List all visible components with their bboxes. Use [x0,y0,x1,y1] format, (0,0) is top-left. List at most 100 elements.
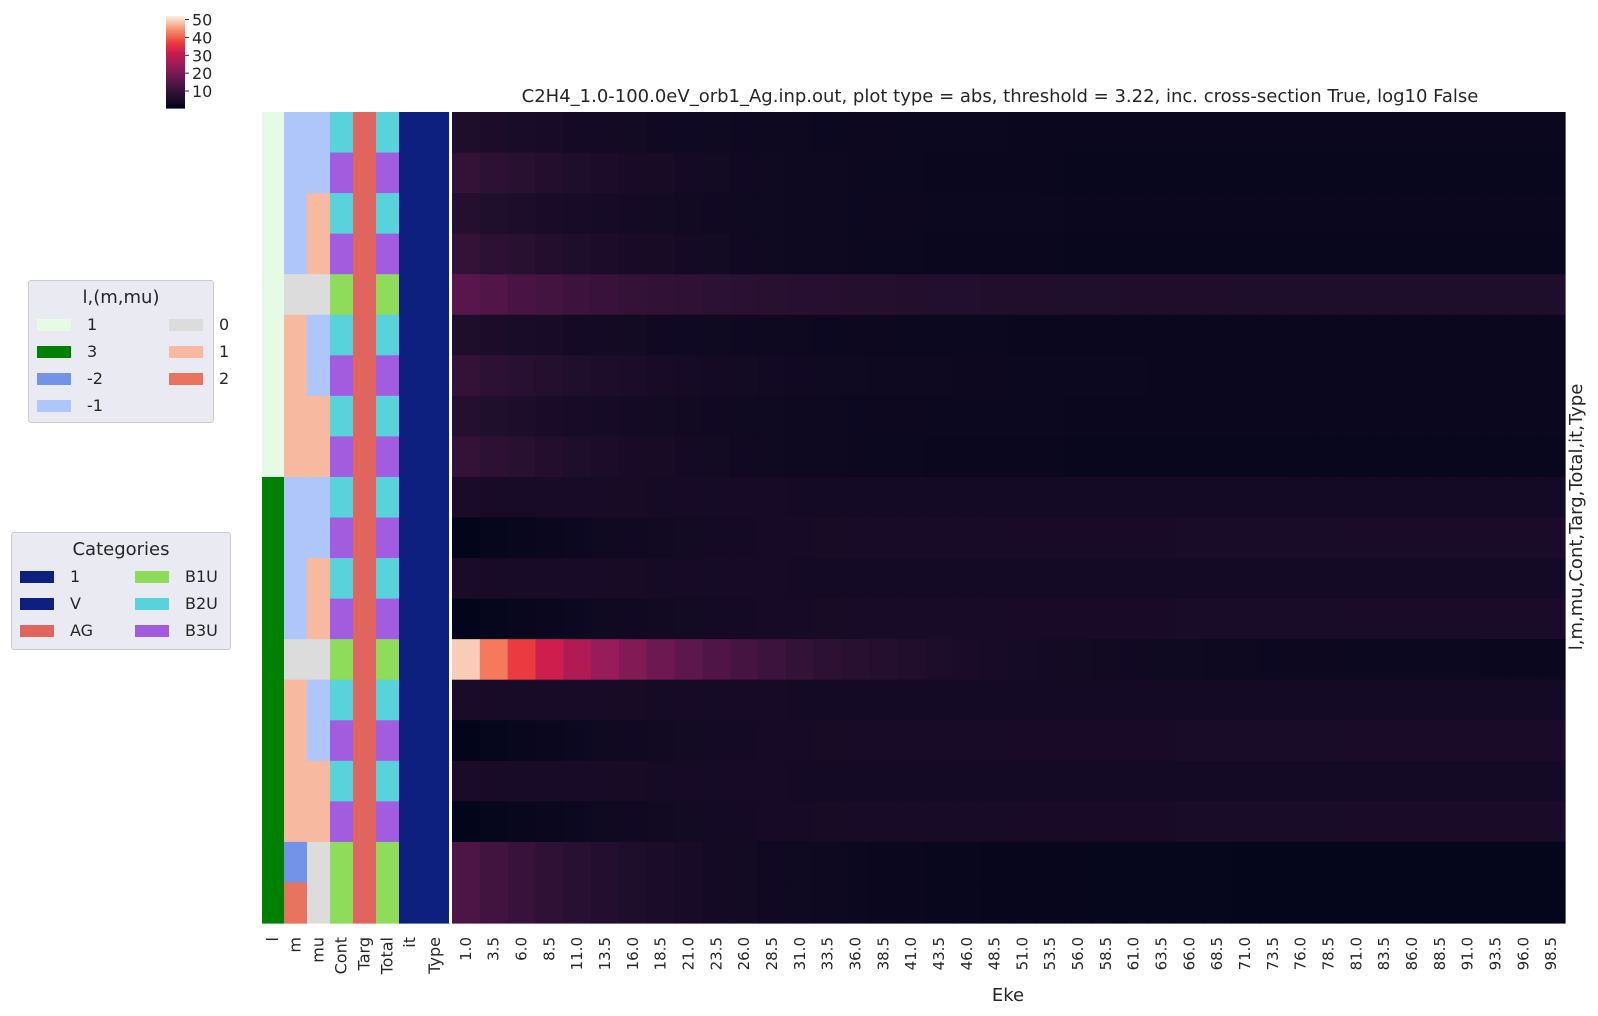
heatmap-cell [925,720,954,762]
heatmap-cell [1314,152,1343,194]
heatmap-cell [1036,882,1065,924]
heatmap-cell [1453,476,1483,519]
heatmap-cell [1203,760,1232,802]
heatmap-cell [1091,882,1121,924]
heatmap-cell [674,476,704,519]
colorbar-segment [166,52,185,55]
heatmap-cell [563,801,592,843]
heatmap-cell [841,233,870,275]
heatmap-cell [535,274,564,316]
heatmap-cell [1481,233,1510,275]
heatmap-cell [1342,355,1371,397]
heatmap-cell [1314,720,1343,762]
heatmap-cell [1064,801,1093,843]
x-tick-label: 56.0 [1069,937,1087,970]
heatmap-cell [535,233,564,275]
heatmap-cell [925,152,954,194]
heatmap-cell [1231,720,1260,762]
heatmap-cell [452,639,481,681]
heatmap-cell [1342,841,1371,884]
heatmap-cell [618,274,648,316]
annotation-cell-l [262,476,285,519]
annotation-cell-total [376,436,400,478]
annotation-column-label: Type [425,937,444,975]
annotation-cell-m [284,760,308,802]
heatmap-cell [869,639,898,681]
annotation-cell-it [399,233,422,275]
heatmap-cell [758,314,787,356]
heatmap-cell [479,679,509,721]
annotation-cell-it [399,436,422,478]
heatmap-cell [702,193,731,235]
x-tick-label: 48.5 [986,937,1004,970]
heatmap-cell [925,801,954,843]
heatmap-cell [897,801,926,843]
heatmap-cell [952,436,982,478]
heatmap-cell [1064,882,1093,924]
heatmap-cell [563,395,592,437]
legend-label: 1 [219,342,230,361]
heatmap-cell [479,558,509,600]
heatmap-cell [1398,193,1427,235]
heatmap-cell [1370,152,1399,194]
annotation-cell-total [376,314,400,356]
x-tick-label: 8.5 [540,937,558,961]
heatmap-cell [1370,639,1399,681]
legend-label: -2 [87,369,103,388]
heatmap-cell [479,841,509,884]
heatmap-cell [702,395,731,437]
heatmap-cell [897,314,926,356]
heatmap-cell [1370,436,1399,478]
heatmap-cell [1119,395,1149,437]
heatmap-cell [952,517,982,559]
heatmap-cell [758,598,787,640]
heatmap-cell [730,395,759,437]
heatmap-cell [1453,517,1483,559]
annotation-cell-l [262,841,285,884]
heatmap-cell [1036,274,1065,316]
heatmap-cell [897,598,926,640]
heatmap-cell [1314,558,1343,600]
heatmap-cell [1091,233,1121,275]
colorbar-segment [166,60,185,63]
annotation-cell-cont [330,193,354,235]
heatmap-cell [1119,720,1149,762]
heatmap-cell [1203,882,1232,924]
heatmap-cell [869,517,898,559]
heatmap-cell [980,355,1010,397]
colorbar-segment [166,72,185,75]
heatmap-cell [1203,720,1232,762]
heatmap-cell [1509,882,1538,924]
legend-label: -1 [87,396,103,415]
annotation-cell-it [399,720,422,762]
heatmap-cell [1231,395,1260,437]
heatmap-cell [674,639,704,681]
heatmap-cell [452,395,481,437]
x-tick-label: 3.5 [485,937,503,961]
heatmap-cell [785,395,815,437]
heatmap-cell [591,436,620,478]
heatmap-cell [479,882,509,924]
heatmap-cell [730,274,759,316]
colorbar-segment [166,66,185,69]
heatmap-cell [1175,152,1204,194]
annotation-cell-m [284,233,308,275]
heatmap-cell [1481,558,1510,600]
heatmap-cell [618,760,648,802]
colorbar-segment [166,34,185,37]
annotation-cell-cont [330,882,354,924]
heatmap-cell [563,152,592,194]
annotation-cell-type [421,436,450,478]
heatmap-cell [1370,193,1399,235]
heatmap-cell [730,517,759,559]
heatmap-cell [535,760,564,802]
heatmap-cell [1064,233,1093,275]
heatmap-cell [758,274,787,316]
heatmap-cell [1091,558,1121,600]
annotation-cell-m [284,112,308,154]
heatmap-cell [1147,436,1177,478]
heatmap-cell [618,395,648,437]
heatmap-cell [785,760,815,802]
heatmap-cell [1509,476,1538,519]
x-tick-label: 76.0 [1292,937,1310,970]
